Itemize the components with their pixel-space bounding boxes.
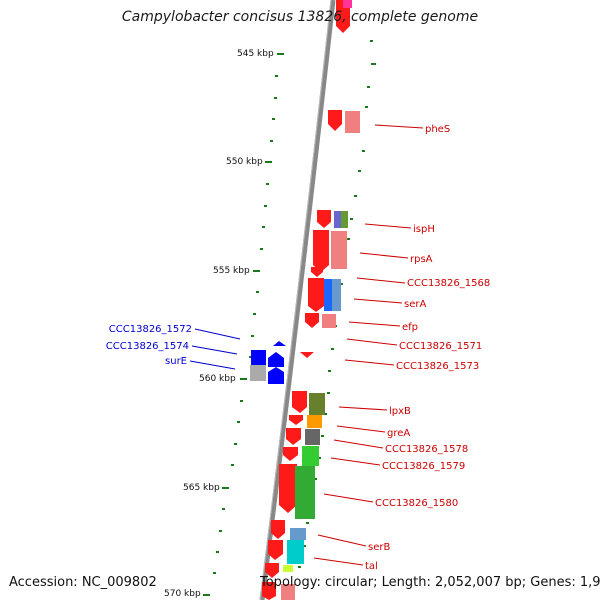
- gene-label-rpsA[interactable]: rpsA: [410, 254, 433, 265]
- gene-arrow-1579[interactable]: [283, 447, 298, 461]
- gene-cog-ispH-b: [341, 211, 348, 228]
- gene-cog-pheS: [345, 111, 360, 133]
- gene-arrow-lpxB[interactable]: [292, 391, 307, 413]
- gene-cog-ispH-a: [334, 211, 341, 228]
- forward-gene-labels: pheS ispH rpsA CCC13826_1568 serA efp CC…: [365, 124, 490, 572]
- inner-dotted-track: [203, 53, 284, 596]
- gene-cog-1580: [295, 466, 315, 519]
- gene-arrow-tal[interactable]: [268, 540, 283, 560]
- gene-arrow-surE-b[interactable]: [268, 367, 284, 384]
- gene-label-tal[interactable]: tal: [365, 561, 378, 572]
- gene-cog-1578: [305, 429, 320, 445]
- gene-cog-surE-a: [250, 365, 266, 381]
- gene-cog-greA: [307, 415, 322, 428]
- gene-arrow-pheS[interactable]: [328, 110, 342, 131]
- gene-label-pheS[interactable]: pheS: [425, 124, 450, 135]
- gene-label-ccc13826-1580[interactable]: CCC13826_1580: [375, 498, 458, 509]
- tick-label-550: 550 kbp: [226, 157, 263, 167]
- gene-arrow[interactable]: [262, 582, 276, 600]
- gene-arrow-1571[interactable]: [300, 352, 314, 358]
- gene-arrow-rpsA[interactable]: [313, 230, 329, 272]
- gene-label-ccc13826-1579[interactable]: CCC13826_1579: [382, 461, 465, 472]
- gene-cog-serA-b: [332, 279, 341, 311]
- gene-cog-efp: [322, 314, 336, 328]
- label-leaders: [313, 124, 424, 566]
- reverse-genes: [250, 341, 286, 384]
- gene-label-lpxB[interactable]: lpxB: [389, 406, 411, 417]
- accession-label: Accession: NC_009802: [9, 575, 157, 590]
- gene-arrow-1568[interactable]: [311, 267, 323, 277]
- gene-arrow-ispH[interactable]: [317, 210, 331, 228]
- gene-arrow-1578[interactable]: [286, 428, 301, 445]
- gene-arrow-1574[interactable]: [251, 350, 266, 365]
- gene-arrow-serA[interactable]: [308, 278, 324, 312]
- gene-arrow-serB[interactable]: [271, 520, 285, 539]
- genome-backbone: [259, 0, 336, 600]
- gene-arrow-surE[interactable]: [268, 352, 284, 367]
- gene-label-serB[interactable]: serB: [368, 542, 390, 553]
- gene-label-ccc13826-1578[interactable]: CCC13826_1578: [385, 444, 468, 455]
- tick-label-545: 545 kbp: [237, 49, 274, 59]
- tick-label-570: 570 kbp: [164, 589, 201, 599]
- reverse-gene-labels: CCC13826_1572 CCC13826_1574 surE: [106, 324, 192, 367]
- gene-label-ccc13826-1571[interactable]: CCC13826_1571: [399, 341, 482, 352]
- forward-genes: [262, 0, 360, 600]
- gene-cog-block: [281, 584, 295, 600]
- gene-label-efp[interactable]: efp: [402, 322, 418, 333]
- gene-arrow-1572[interactable]: [273, 341, 286, 346]
- gene-arrow-1580[interactable]: [279, 464, 297, 513]
- gene-cog-block: [283, 565, 293, 572]
- gene-label-ccc13826-1574[interactable]: CCC13826_1574: [106, 341, 189, 352]
- gene-cog-tal: [287, 540, 304, 564]
- label-leaders-reverse: [189, 328, 241, 370]
- gene-label-greA[interactable]: greA: [387, 428, 410, 439]
- gene-cog-1579: [302, 446, 319, 466]
- gene-cog-serA-a: [324, 279, 332, 311]
- gene-arrow-efp[interactable]: [305, 313, 319, 328]
- gene-cog-lpxB: [309, 393, 325, 415]
- gene-cog-block: [343, 0, 352, 8]
- tick-label-555: 555 kbp: [213, 266, 250, 276]
- map-title: Campylobacter concisus 13826, complete g…: [121, 9, 479, 25]
- gene-label-surE[interactable]: surE: [165, 356, 187, 367]
- gene-arrow[interactable]: [336, 0, 350, 33]
- gene-arrow-greA[interactable]: [289, 415, 303, 425]
- tick-label-565: 565 kbp: [183, 483, 220, 493]
- gene-cog-rpsA: [331, 231, 347, 269]
- gene-label-ccc13826-1568[interactable]: CCC13826_1568: [407, 278, 490, 289]
- tick-label-560: 560 kbp: [199, 374, 236, 384]
- gene-label-ispH[interactable]: ispH: [413, 224, 435, 235]
- gene-arrow[interactable]: [265, 563, 279, 578]
- gene-label-ccc13826-1572[interactable]: CCC13826_1572: [109, 324, 192, 335]
- gene-label-ccc13826-1573[interactable]: CCC13826_1573: [396, 361, 479, 372]
- gene-cog-serB-a: [290, 528, 306, 540]
- topology-label: Topology: circular; Length: 2,052,007 bp…: [260, 575, 600, 590]
- gene-label-serA[interactable]: serA: [404, 299, 426, 310]
